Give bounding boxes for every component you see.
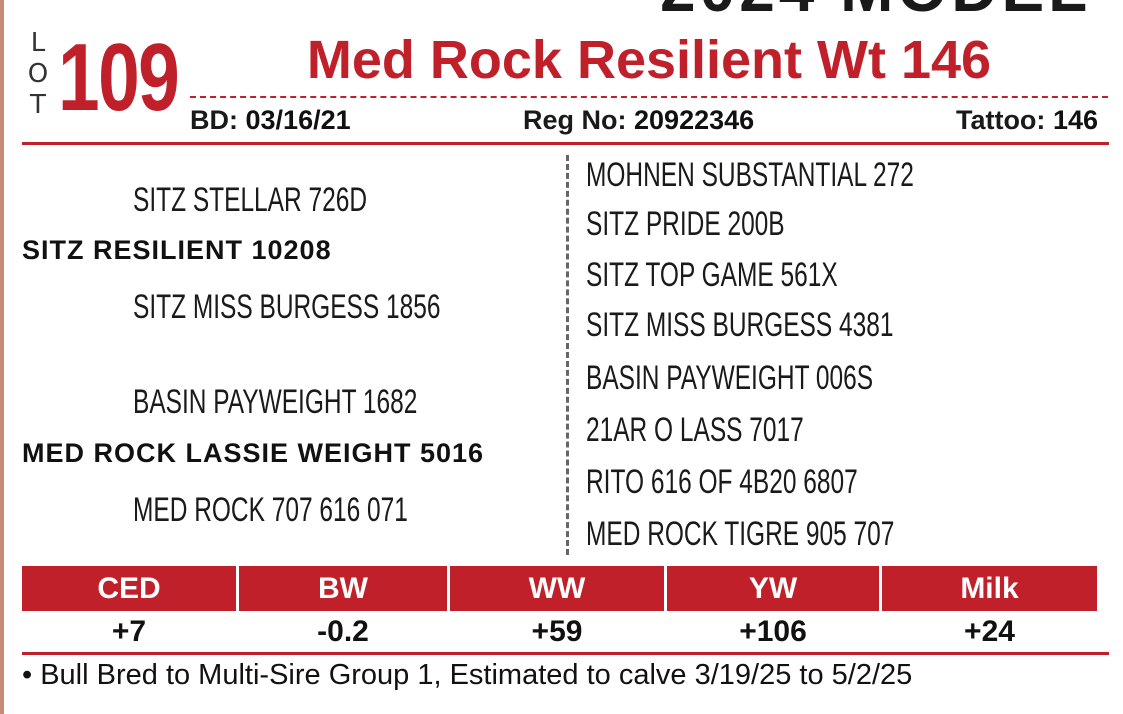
clipped-header-text: 2024 MODEL — [660, 0, 1123, 12]
header-rule — [22, 142, 1109, 145]
tattoo-value: 146 — [1052, 105, 1098, 135]
epd-header-bw: BW — [239, 566, 447, 611]
left-border — [0, 0, 4, 714]
epd-rule — [22, 652, 1109, 655]
epd-value-row: +7 -0.2 +59 +106 +24 — [22, 612, 1105, 652]
epd-value-ww: +59 — [531, 615, 583, 648]
ancestor: SITZ MISS BURGESS 4381 — [586, 306, 894, 344]
tattoo-label: Tattoo: — [955, 105, 1046, 135]
epd-header-milk: Milk — [882, 566, 1097, 611]
sire: SITZ RESILIENT 10208 — [22, 235, 332, 265]
reg-label: Reg No: — [523, 105, 627, 135]
ancestor: SITZ PRIDE 200B — [586, 205, 785, 243]
dam-dam: MED ROCK 707 616 071 — [133, 491, 408, 529]
lot-label: L O T — [26, 28, 50, 121]
sire-sire: SITZ STELLAR 726D — [133, 181, 368, 219]
lot-number: 109 — [58, 24, 180, 131]
ancestor: MOHNEN SUBSTANTIAL 272 — [586, 156, 914, 194]
ancestor: SITZ TOP GAME 561X — [586, 256, 838, 294]
ancestor: MED ROCK TIGRE 905 707 — [586, 515, 895, 553]
pedigree-divider — [566, 155, 569, 555]
dam-sire: BASIN PAYWEIGHT 1682 — [133, 383, 418, 421]
lot-letter-l: L — [30, 28, 46, 58]
breeding-note: • Bull Bred to Multi-Sire Group 1, Estim… — [22, 659, 913, 691]
epd-header-ced: CED — [22, 566, 236, 611]
epd-header-ww: WW — [450, 566, 664, 611]
epd-value-yw: +106 — [739, 615, 807, 648]
ancestor: BASIN PAYWEIGHT 006S — [586, 359, 874, 397]
animal-title: Med Rock Resilient Wt 146 — [306, 30, 992, 90]
epd-value-ced: +7 — [111, 615, 147, 648]
dam: MED ROCK LASSIE WEIGHT 5016 — [22, 438, 485, 468]
epd-value-milk: +24 — [964, 615, 1015, 648]
lot-letter-t: T — [30, 90, 46, 120]
bd-value: 03/16/21 — [245, 105, 351, 135]
epd-value-bw: -0.2 — [317, 615, 369, 648]
ancestor: 21AR O LASS 7017 — [586, 411, 804, 449]
lot-letter-o: O — [27, 59, 49, 89]
birth-date: BD: 03/16/21 — [190, 104, 351, 136]
tattoo: Tattoo: 146 — [956, 104, 1098, 136]
sire-dam: SITZ MISS BURGESS 1856 — [133, 288, 441, 326]
title-divider — [190, 96, 1108, 98]
ancestor: RITO 616 OF 4B20 6807 — [586, 463, 858, 501]
epd-header-row: CED BW WW YW Milk — [22, 566, 1105, 611]
registration-number: Reg No: 20922346 — [523, 104, 754, 136]
bd-label: BD: — [190, 105, 238, 135]
reg-value: 20922346 — [634, 105, 755, 135]
epd-header-yw: YW — [667, 566, 879, 611]
